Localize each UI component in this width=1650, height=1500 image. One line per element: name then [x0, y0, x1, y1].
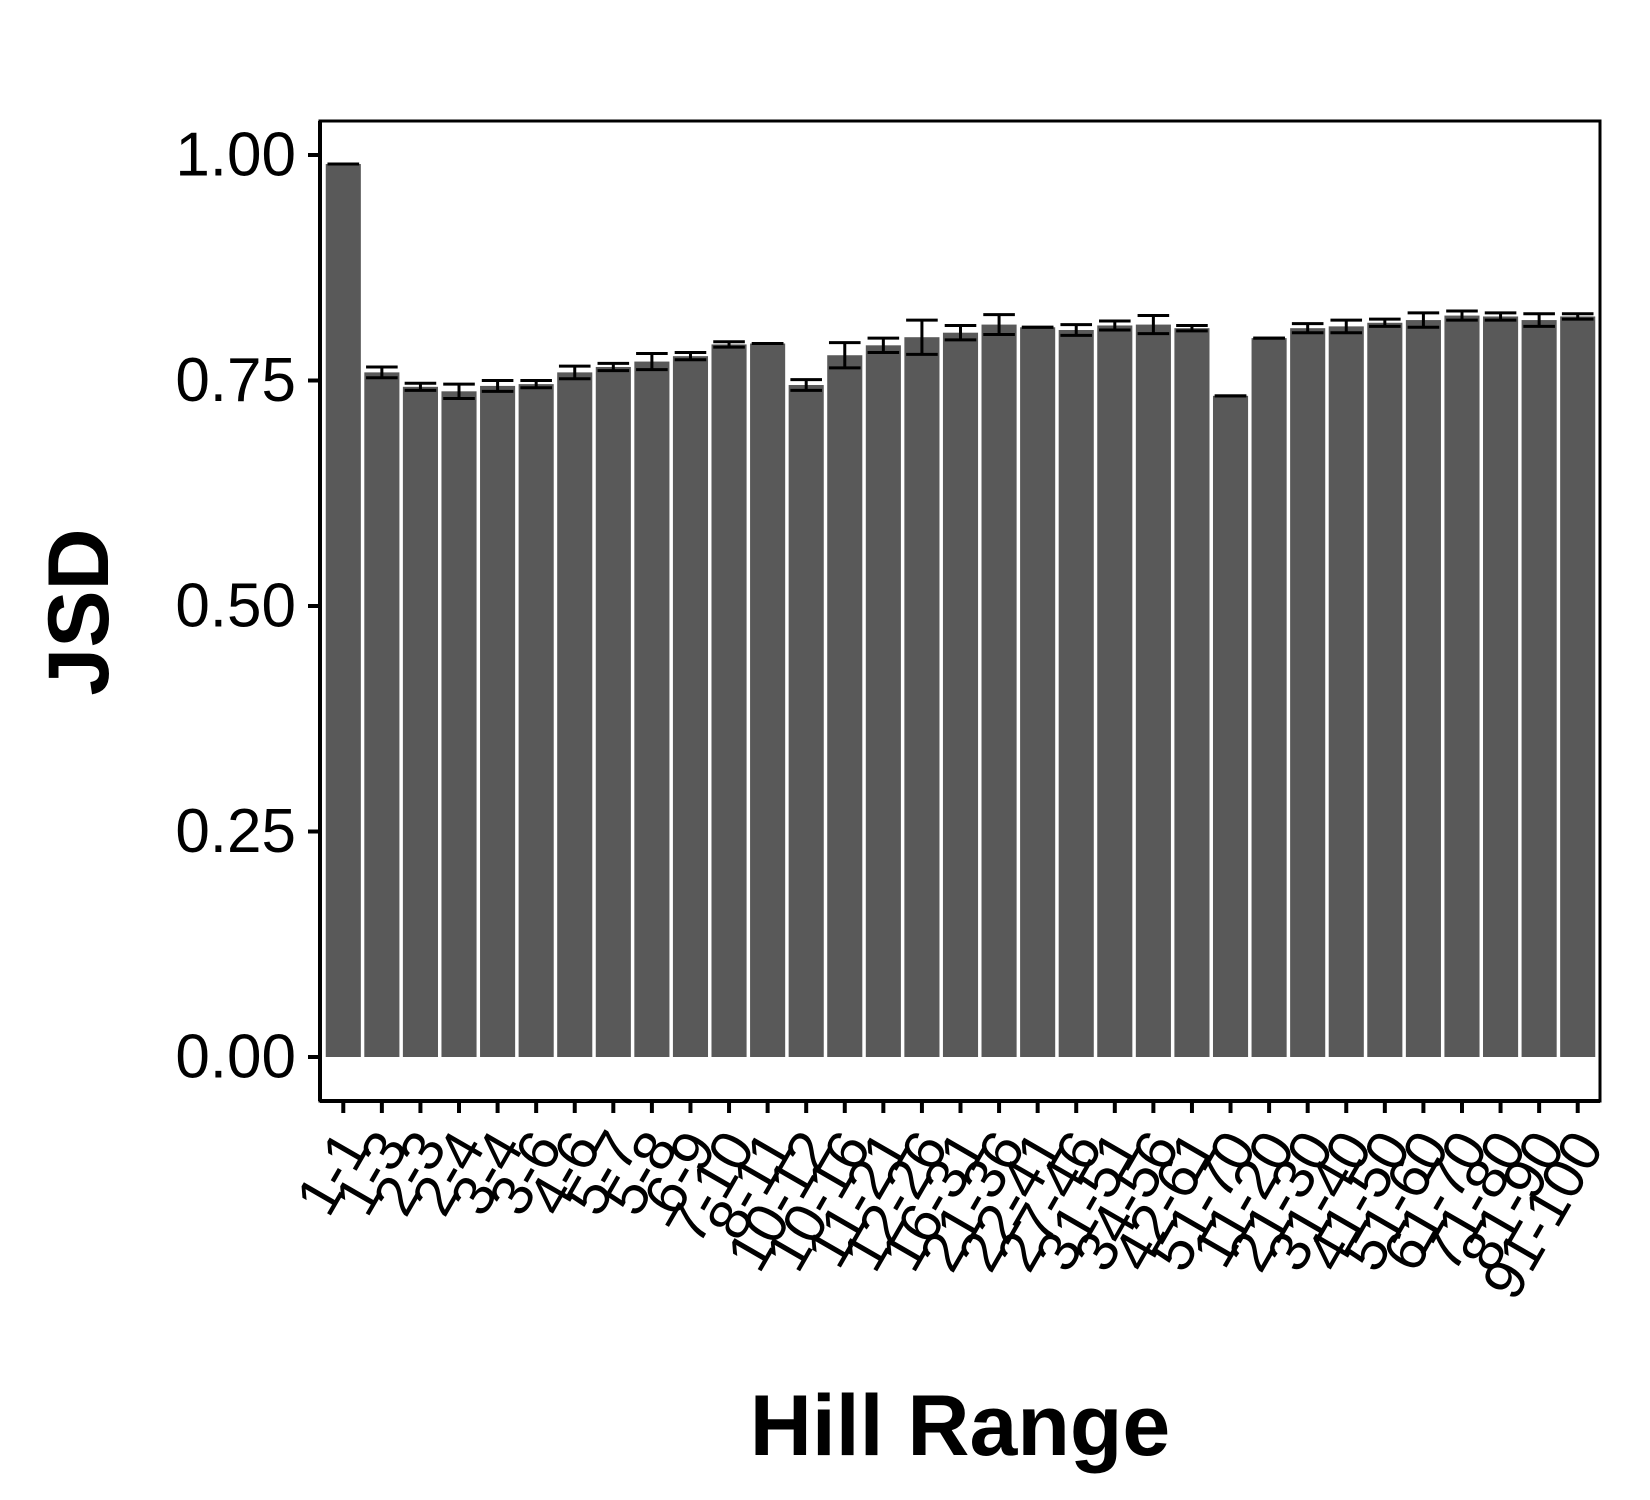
- error-bar-3-4: [481, 379, 514, 393]
- error-bar-61-70: [1446, 309, 1478, 322]
- bar-4-6: [557, 372, 593, 1057]
- error-bar-42-61: [1176, 323, 1208, 333]
- bar-5-8: [634, 361, 670, 1057]
- bar-2-4: [441, 391, 477, 1057]
- error-bar-31-51: [1099, 319, 1131, 332]
- bar-22-41: [1020, 327, 1056, 1057]
- bar-7-10: [711, 344, 747, 1057]
- error-bar-21-30: [1291, 322, 1324, 335]
- bars-layer: [325, 164, 1596, 1058]
- bar-61-70: [1444, 315, 1480, 1057]
- bar-11-20: [1251, 338, 1287, 1057]
- error-bar-3-6: [520, 379, 552, 390]
- bar-71-80: [1483, 316, 1519, 1058]
- error-bar-2-3: [404, 381, 437, 392]
- x-axis-title: Hill Range: [750, 1378, 1171, 1474]
- error-bar-34-56: [1137, 314, 1170, 336]
- x-axis-ticks: 1-11-32-32-43-43-64-65-75-86-97-108-1110…: [284, 1101, 1616, 1310]
- error-bar-71-80: [1484, 311, 1517, 322]
- bar-12-26: [904, 337, 940, 1057]
- bar-51-60: [1405, 320, 1441, 1057]
- y-tick-label: 0.25: [175, 797, 296, 866]
- bar-1-1: [325, 164, 361, 1057]
- bar-21-30: [1290, 328, 1326, 1057]
- bar-81-90: [1521, 320, 1557, 1057]
- error-bar-4-6: [558, 364, 591, 381]
- error-bar-81-90: [1523, 312, 1555, 328]
- error-bar-10-16: [828, 341, 861, 370]
- error-bar-2-4: [443, 382, 475, 401]
- bar-10-16: [827, 355, 863, 1057]
- bar-31-40: [1328, 326, 1364, 1057]
- error-bar-21-36: [983, 313, 1015, 336]
- error-bar-27-46: [1060, 323, 1093, 337]
- bar-34-56: [1135, 324, 1171, 1058]
- bar-11-21: [865, 345, 901, 1057]
- bar-42-61: [1174, 328, 1210, 1057]
- error-bar-12-26: [906, 318, 938, 356]
- bar-1-3: [364, 372, 400, 1057]
- bar-2-3: [402, 386, 438, 1057]
- y-tick-label: 1.00: [175, 121, 296, 190]
- bar-91-100: [1560, 316, 1596, 1058]
- error-bars-layer: [327, 162, 1594, 401]
- bar-3-6: [518, 384, 554, 1057]
- bar-41-50: [1367, 322, 1403, 1057]
- error-bar-5-8: [636, 351, 668, 372]
- error-bar-91-100: [1561, 312, 1594, 321]
- y-axis-ticks: 0.00 0.25 0.50 0.75 1.00: [175, 121, 320, 1092]
- error-bar-11-21: [867, 336, 900, 355]
- bar-21-36: [981, 324, 1017, 1058]
- bar-31-51: [1097, 325, 1133, 1058]
- error-bar-31-40: [1330, 318, 1363, 335]
- error-bar-16-31: [944, 323, 977, 342]
- y-tick-label: 0.75: [175, 346, 296, 415]
- error-bar-41-50: [1369, 317, 1401, 328]
- bar-16-31: [942, 332, 979, 1057]
- y-tick-label: 0.50: [175, 572, 296, 641]
- bar-27-46: [1058, 329, 1094, 1057]
- error-bar-1-3: [366, 365, 398, 380]
- bar-3-4: [480, 385, 516, 1057]
- error-bar-7-10: [713, 340, 745, 349]
- bar-5-7: [595, 366, 631, 1058]
- bar-51-70: [1212, 395, 1249, 1058]
- bar-6-9: [672, 356, 709, 1057]
- error-bar-51-60: [1407, 311, 1440, 329]
- bar-10-12: [788, 385, 824, 1057]
- y-axis-title: JSD: [31, 528, 127, 695]
- error-bar-5-7: [597, 361, 630, 373]
- error-bar-6-9: [674, 351, 707, 362]
- error-bar-10-12: [790, 378, 822, 392]
- y-tick-label: 0.00: [175, 1023, 296, 1092]
- bar-8-11: [750, 343, 786, 1057]
